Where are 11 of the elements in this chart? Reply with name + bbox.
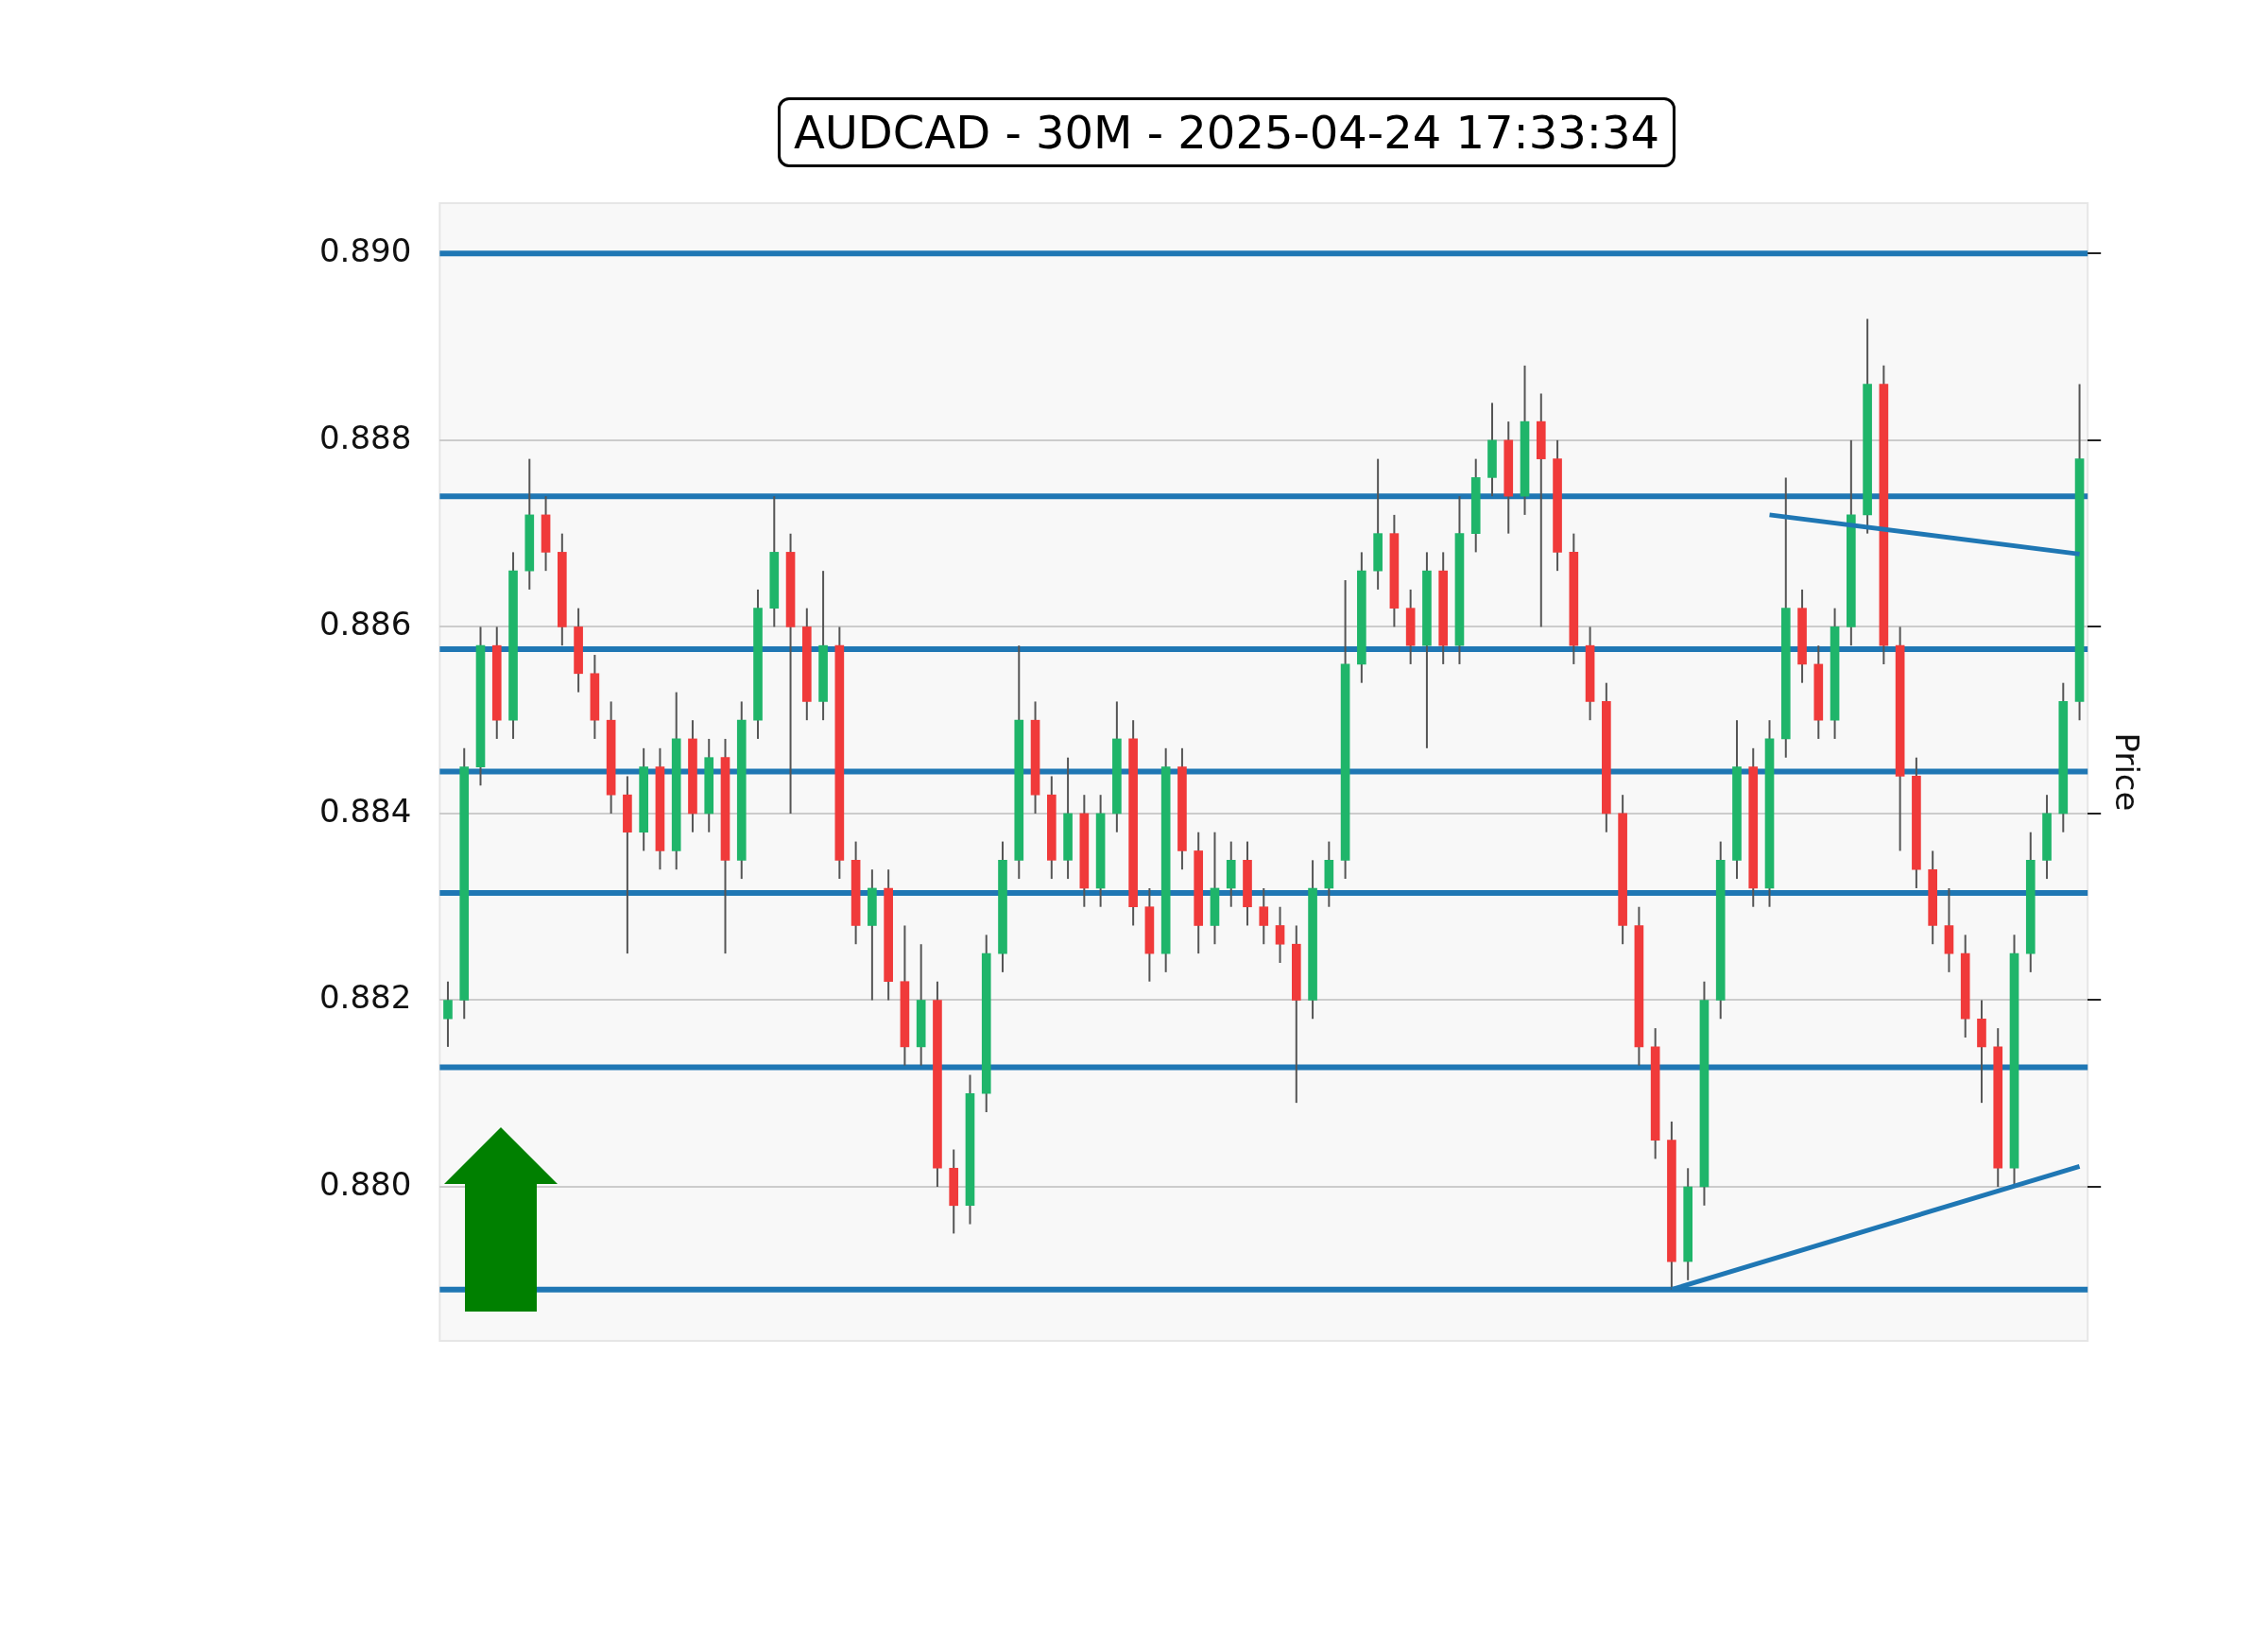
candlestick	[1259, 886, 1269, 946]
y-tick-label: 0.884	[318, 791, 412, 830]
candlestick	[1275, 905, 1285, 964]
y-tick-label: 0.882	[318, 978, 412, 1017]
y-tick-label: 0.880	[318, 1164, 412, 1203]
y-tick-label: 0.886	[318, 605, 412, 643]
y-tick-label: 0.888	[318, 418, 412, 456]
candlestick	[443, 980, 453, 1048]
y-tick-label: 0.890	[318, 232, 412, 270]
y-axis-title: Price	[2107, 732, 2146, 812]
chart-title: AUDCAD - 30M - 2025-04-24 17:33:34	[777, 97, 1676, 167]
